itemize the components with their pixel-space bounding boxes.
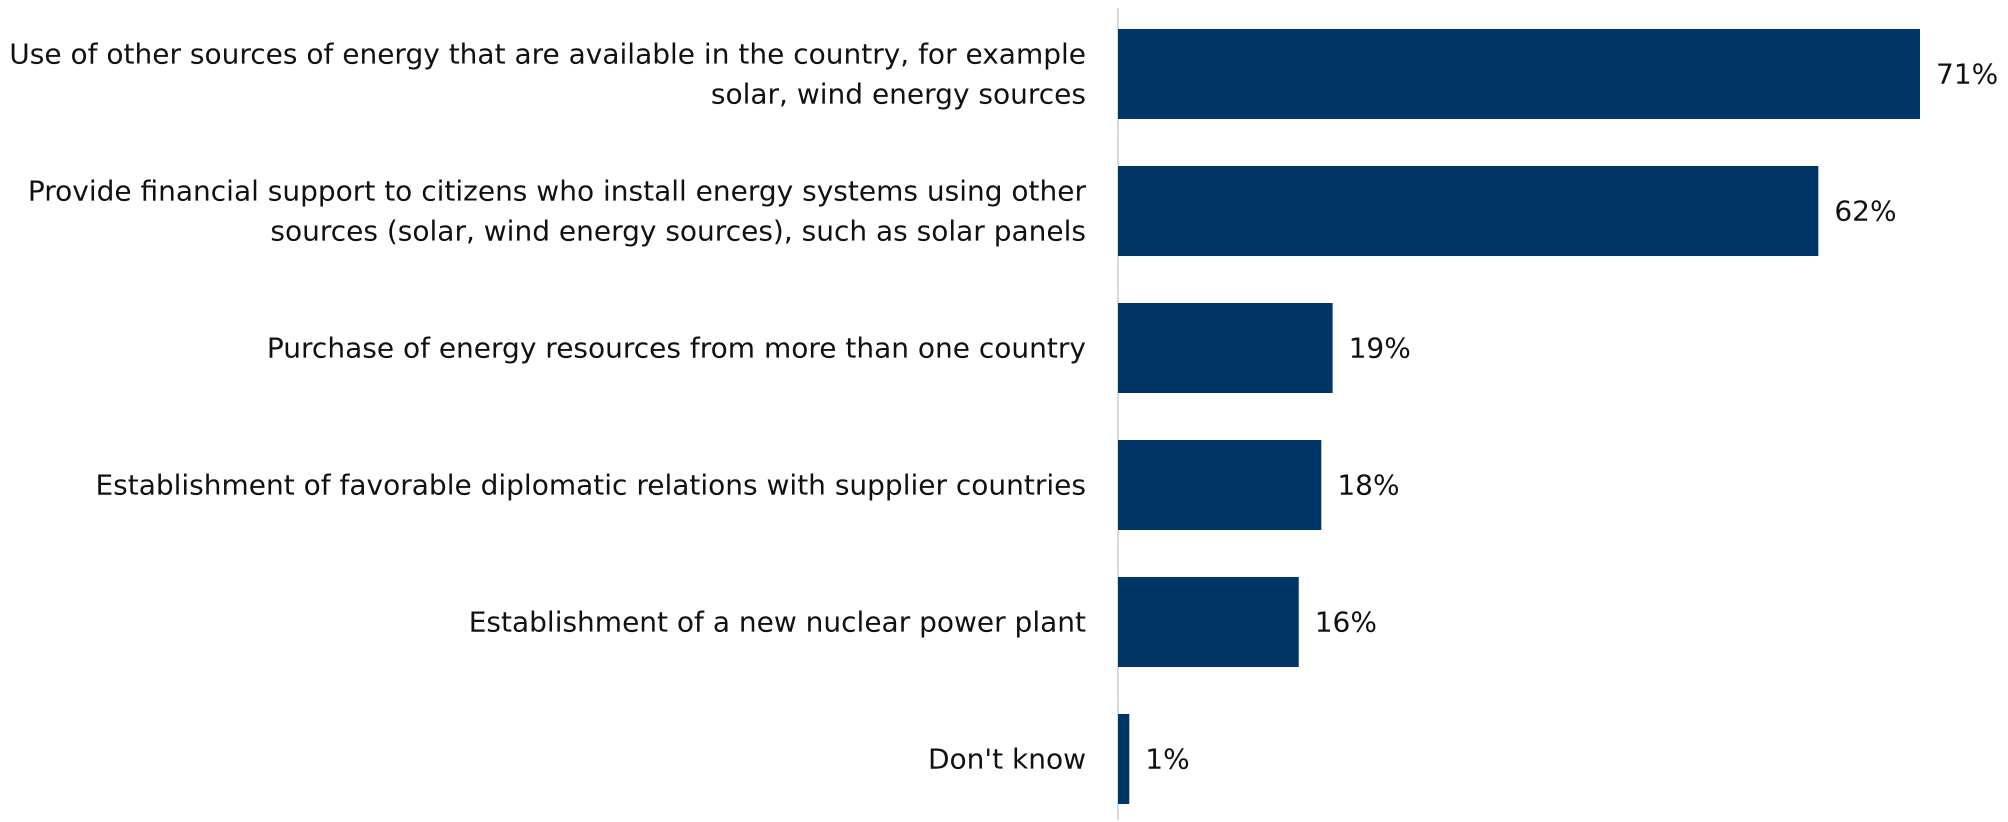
data-labels-group: 71% 62% 19% 18% 16% 1% — [1145, 58, 1998, 776]
category-label-3: Establishment of favorable diplomatic re… — [95, 469, 1086, 502]
bar-0 — [1118, 29, 1920, 119]
data-label-1: 62% — [1834, 195, 1896, 228]
category-label-4: Establishment of a new nuclear power pla… — [469, 606, 1086, 639]
data-label-5: 1% — [1145, 743, 1189, 776]
category-label-0-line-1: solar, wind energy sources — [711, 78, 1086, 111]
bar-4 — [1118, 577, 1299, 667]
category-label-1-line-1: sources (solar, wind energy sources), su… — [270, 215, 1086, 248]
bar-5 — [1118, 714, 1130, 804]
bar-1 — [1118, 166, 1819, 256]
category-label-0-line-0: Use of other sources of energy that are … — [9, 38, 1086, 71]
category-labels-group: Use of other sources of energy that are … — [9, 38, 1086, 776]
category-label-5-line-0: Don't know — [928, 743, 1086, 776]
category-label-2: Purchase of energy resources from more t… — [267, 332, 1086, 365]
bar-2 — [1118, 303, 1333, 393]
category-label-5: Don't know — [928, 743, 1086, 776]
data-label-0: 71% — [1936, 58, 1998, 91]
bar-3 — [1118, 440, 1322, 530]
data-label-4: 16% — [1315, 606, 1377, 639]
data-label-2: 19% — [1349, 332, 1411, 365]
data-label-3: 18% — [1337, 469, 1399, 502]
category-label-1: Provide financial support to citizens wh… — [28, 175, 1087, 248]
category-label-4-line-0: Establishment of a new nuclear power pla… — [469, 606, 1086, 639]
category-label-1-line-0: Provide financial support to citizens wh… — [28, 175, 1087, 208]
category-label-3-line-0: Establishment of favorable diplomatic re… — [95, 469, 1086, 502]
category-label-2-line-0: Purchase of energy resources from more t… — [267, 332, 1086, 365]
category-label-0: Use of other sources of energy that are … — [9, 38, 1086, 111]
bars-group — [1118, 29, 1920, 804]
